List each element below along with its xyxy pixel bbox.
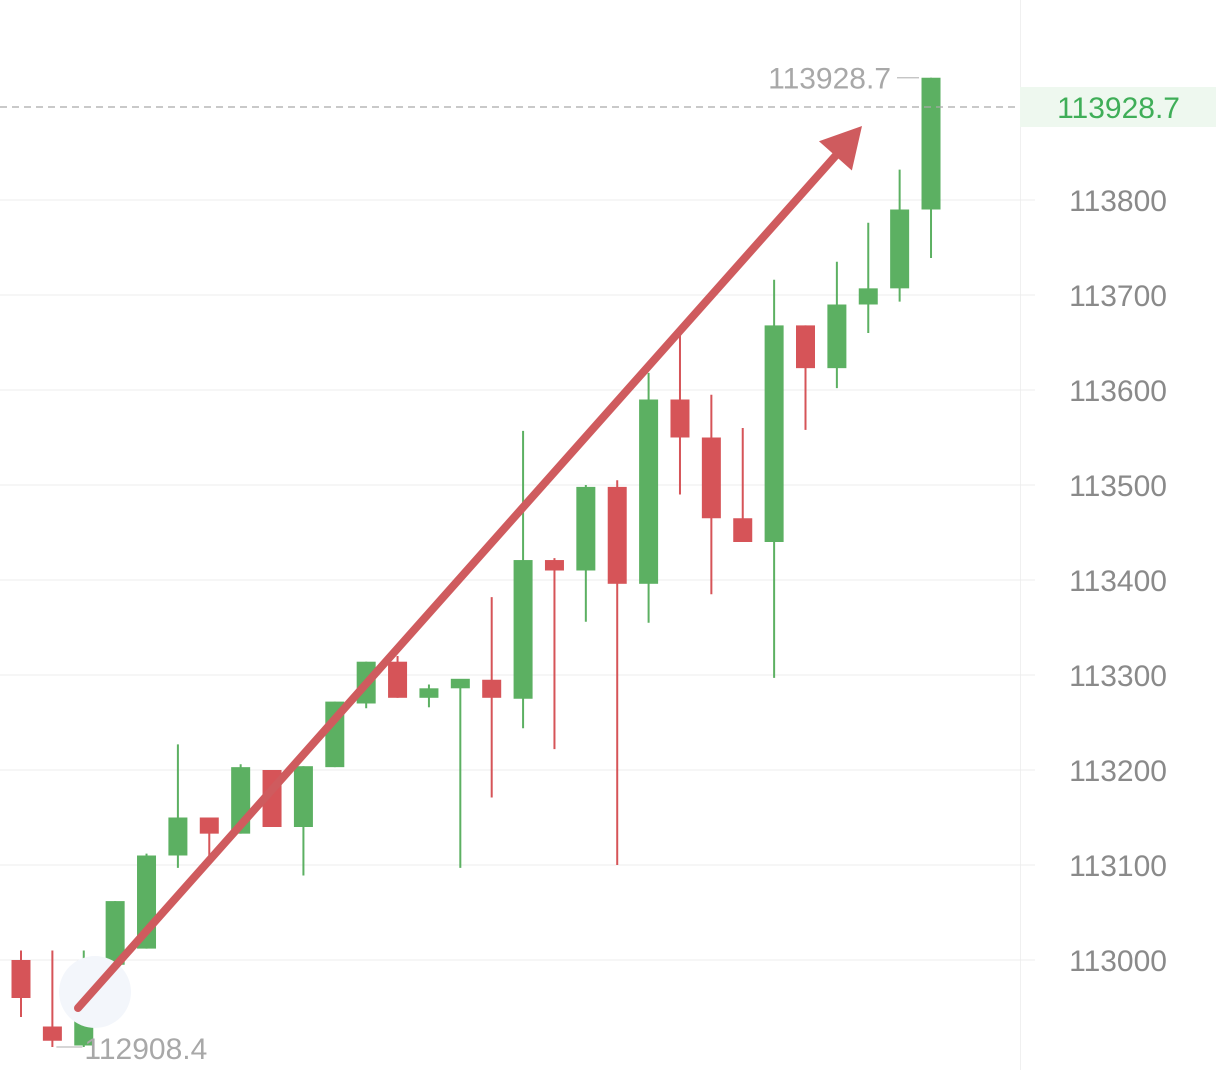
candle bbox=[576, 485, 596, 622]
candle bbox=[701, 394, 721, 595]
current-price-tag bbox=[1020, 87, 1216, 127]
candle bbox=[482, 597, 502, 798]
candle bbox=[544, 558, 564, 750]
candle-body bbox=[764, 325, 784, 542]
y-tick-label: 113100 bbox=[1069, 850, 1167, 883]
trend-arrow-shaft bbox=[74, 148, 843, 1012]
candle-body bbox=[670, 399, 690, 438]
candle-body bbox=[105, 901, 125, 965]
candle-body bbox=[890, 209, 910, 289]
y-tick-label: 113400 bbox=[1069, 565, 1167, 598]
candle-body bbox=[701, 437, 721, 519]
y-tick-label: 113200 bbox=[1069, 755, 1167, 788]
candle bbox=[827, 261, 847, 389]
candle bbox=[293, 766, 313, 876]
candle-body bbox=[827, 304, 847, 369]
current-price-label: 113928.7 bbox=[1057, 92, 1180, 125]
candle-body bbox=[482, 679, 502, 698]
candle bbox=[419, 684, 439, 708]
candle bbox=[796, 325, 815, 430]
candle-body bbox=[419, 688, 439, 698]
candle-body bbox=[293, 766, 313, 827]
candle-body bbox=[199, 817, 219, 834]
candle bbox=[858, 222, 878, 333]
candle bbox=[921, 77, 941, 258]
candle bbox=[890, 169, 910, 302]
candle-body bbox=[858, 288, 878, 305]
candle bbox=[513, 430, 533, 729]
candle-body bbox=[450, 678, 470, 689]
candle-body bbox=[576, 486, 596, 571]
candle bbox=[450, 678, 470, 868]
candle bbox=[105, 901, 125, 965]
candle-body bbox=[921, 77, 941, 210]
trend-arrow bbox=[74, 126, 862, 1012]
candle-body bbox=[42, 1026, 62, 1041]
y-tick-label: 113000 bbox=[1069, 945, 1167, 978]
high-price-label: 113928.7 bbox=[768, 63, 891, 96]
candle bbox=[168, 744, 188, 868]
y-tick-label: 113800 bbox=[1069, 185, 1167, 218]
candle-body bbox=[607, 486, 627, 584]
candle bbox=[639, 372, 659, 623]
y-tick-label: 113500 bbox=[1069, 470, 1167, 503]
candle-body bbox=[513, 560, 533, 699]
candle-body bbox=[11, 960, 31, 998]
y-tick-label: 113600 bbox=[1069, 375, 1167, 408]
candle bbox=[388, 656, 408, 698]
y-tick-label: 113700 bbox=[1069, 280, 1167, 313]
candle bbox=[607, 480, 627, 865]
candle-body bbox=[168, 817, 188, 856]
candle bbox=[764, 279, 784, 678]
low-price-label: 112908.4 bbox=[84, 1033, 207, 1066]
candle-body bbox=[796, 325, 815, 369]
candle-body bbox=[388, 661, 408, 698]
candle-body bbox=[733, 518, 753, 542]
candle-body bbox=[544, 560, 564, 571]
candle bbox=[670, 326, 690, 495]
y-tick-label: 113300 bbox=[1069, 660, 1167, 693]
candle bbox=[733, 428, 753, 542]
candle bbox=[11, 950, 31, 1017]
candle bbox=[42, 950, 62, 1048]
trend-arrow-head bbox=[818, 126, 862, 171]
candle-body bbox=[639, 399, 659, 584]
